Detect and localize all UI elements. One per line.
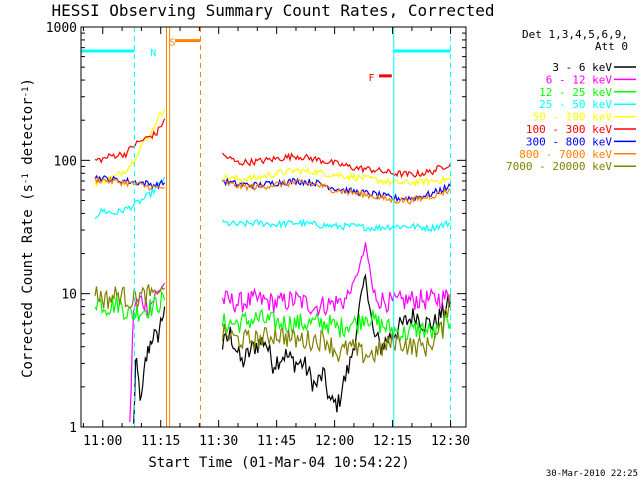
- x-tick-label-2: 11:30: [199, 434, 238, 449]
- x-tick-label-1: 11:15: [141, 434, 180, 449]
- series-4-segment-1: [222, 166, 451, 188]
- x-tick-label-6: 12:30: [431, 434, 470, 449]
- series-0-segment-0: [133, 306, 166, 424]
- y-axis-label: Corrected Count Rate (s-1 detector-1): [20, 78, 36, 378]
- chart-title: HESSI Observing Summary Count Rates, Cor…: [51, 1, 494, 20]
- series-2-segment-1: [221, 307, 452, 343]
- series-7-segment-1: [222, 178, 451, 205]
- y-axis-label-part-2: detector: [20, 97, 36, 173]
- series-3-segment-0: [94, 176, 166, 220]
- legend-header-1: Att 0: [595, 40, 628, 53]
- legend-label-2: 12 - 25 keV: [539, 86, 612, 99]
- legend-label-7: 800 - 7000 keV: [519, 148, 612, 161]
- series-5-segment-0: [94, 118, 166, 164]
- flag-label-s: S: [170, 37, 176, 48]
- x-tick-label-0: 11:00: [83, 434, 122, 449]
- series-1-segment-0: [129, 282, 166, 423]
- y-tick-label-3: 1000: [46, 21, 77, 36]
- plot-frame: [80, 26, 467, 428]
- flag-label-f: F: [369, 73, 375, 84]
- x-tick-label-5: 12:15: [373, 434, 412, 449]
- legend-label-1: 6 - 12 keV: [546, 73, 613, 86]
- series-8-segment-1: [221, 293, 452, 364]
- series-5-segment-1: [222, 151, 452, 179]
- footer-timestamp: 30-Mar-2010 22:25: [546, 469, 638, 479]
- series-1-segment-1: [221, 242, 452, 317]
- legend-label-5: 100 - 300 keV: [526, 123, 612, 136]
- x-axis-label: Start Time (01-Mar-04 10:54:22): [148, 455, 409, 471]
- legend-label-3: 25 - 50 keV: [539, 98, 612, 111]
- y-axis-label-part-4: ): [20, 78, 36, 86]
- series-3-segment-1: [222, 218, 451, 233]
- x-tick-label-4: 12:00: [315, 434, 354, 449]
- legend-label-8: 7000 - 20000 keV: [506, 160, 612, 173]
- legend-label-0: 3 - 6 keV: [552, 61, 612, 74]
- legend-header-0: Det 1,3,4,5,6,9,: [522, 28, 628, 41]
- y-axis-label-part-3: -1: [21, 87, 31, 98]
- y-tick-label-0: 1: [69, 421, 77, 436]
- legend-label-6: 300 - 800 keV: [526, 135, 612, 148]
- series-0-segment-1: [221, 273, 452, 413]
- y-axis-label-part-0: Corrected Count Rate (s: [20, 184, 36, 378]
- flag-label-n: N: [150, 48, 156, 59]
- y-tick-label-2: 100: [54, 154, 77, 169]
- y-tick-label-1: 10: [61, 288, 77, 303]
- x-tick-label-3: 11:45: [257, 434, 296, 449]
- legend-label-4: 50 - 100 keV: [533, 111, 613, 124]
- y-axis-label-part-1: -1: [21, 173, 31, 184]
- series-8-segment-0: [94, 284, 165, 310]
- series-7-segment-0: [94, 175, 165, 191]
